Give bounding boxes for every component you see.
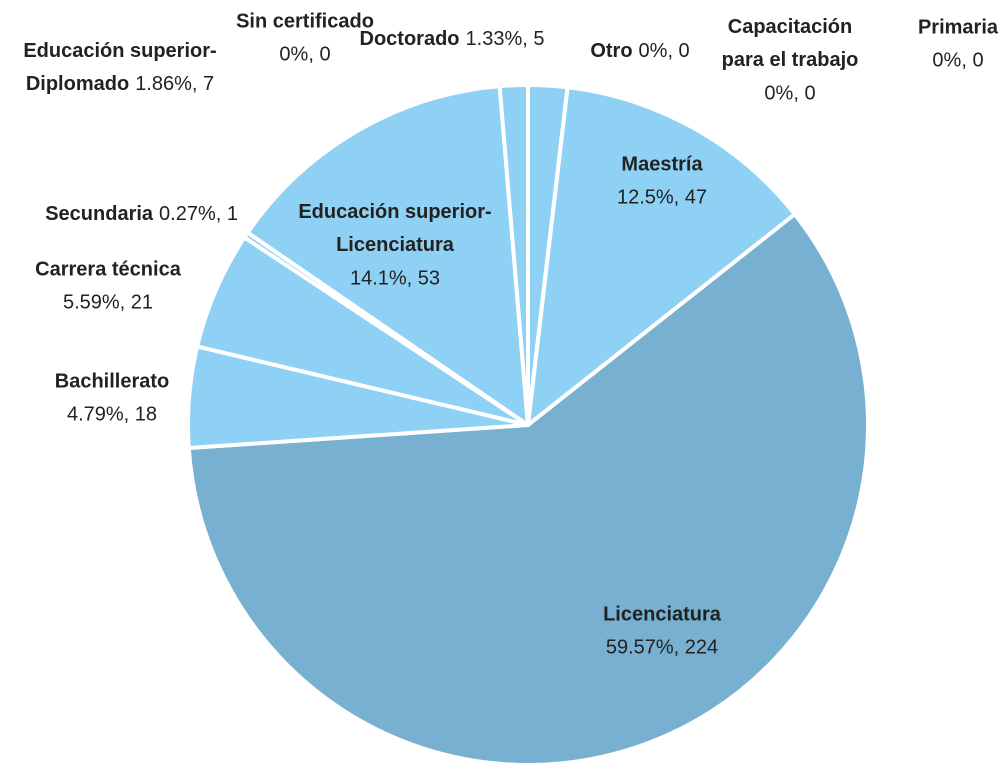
data-label: Doctorado 1.33%, 5 — [360, 28, 545, 50]
category-name: Secundaria — [45, 203, 154, 225]
data-label: Educación superior- Diplomado 1.86%, 7 — [23, 40, 216, 95]
data-label: Educación superior- Licenciatura 14.1%, 53 — [298, 201, 491, 289]
category-name: Capacitación para el trabajo — [722, 16, 859, 71]
value-label: 0%, 0 — [639, 40, 690, 62]
value-label: 12.5%, 47 — [617, 186, 707, 208]
value-label: 0%, 0 — [764, 82, 815, 104]
value-label: 14.1%, 53 — [350, 267, 440, 289]
value-label: 0%, 0 — [279, 43, 330, 65]
category-name: Carrera técnica — [35, 258, 182, 280]
category-name: Licenciatura — [603, 603, 722, 625]
category-name: Sin certificado — [236, 10, 374, 32]
category-name: Educación superior- Diplomado 1.86%, 7 — [23, 40, 216, 95]
value-label: 1.33%, 5 — [466, 28, 545, 50]
data-label: Maestría 12.5%, 47 — [617, 153, 707, 208]
value-label: 5.59%, 21 — [63, 291, 153, 313]
value-label: 0.27%, 1 — [159, 203, 238, 225]
pie-slice — [245, 84, 530, 427]
category-name: Otro — [590, 40, 632, 62]
name-line: Educación superior- — [298, 201, 491, 223]
name-line: Capacitación — [728, 16, 852, 38]
data-label: Bachillerato 4.79%, 18 — [55, 370, 169, 425]
data-label: Otro 0%, 0 — [590, 40, 689, 62]
name-line: Educación superior- — [23, 40, 216, 62]
name-line: Diplomado — [26, 73, 129, 95]
category-name: Educación superior- Licenciatura — [298, 201, 491, 256]
value-label: 4.79%, 18 — [67, 403, 157, 425]
data-label: Primaria 0%, 0 — [918, 16, 999, 71]
data-label: Licenciatura 59.57%, 224 — [603, 603, 722, 658]
pie-slice — [526, 85, 797, 427]
pie-slice — [186, 212, 870, 767]
name-line: Licenciatura — [336, 234, 455, 256]
data-label: Capacitación para el trabajo 0%, 0 — [722, 16, 859, 104]
category-name: Bachillerato — [55, 370, 169, 392]
category-name: Primaria — [918, 16, 999, 38]
category-name: Maestría — [621, 153, 703, 175]
data-label: Sin certificado 0%, 0 — [236, 10, 374, 65]
category-name: Doctorado — [360, 28, 460, 50]
value-label: 0%, 0 — [932, 49, 983, 71]
data-label-text: Otro 0%, 0 — [590, 40, 689, 62]
data-label: Secundaria 0.27%, 1 — [45, 203, 238, 225]
data-label-text: Doctorado 1.33%, 5 — [360, 28, 545, 50]
data-label-text: Secundaria 0.27%, 1 — [45, 203, 238, 225]
value-label: 1.86%, 7 — [135, 73, 214, 95]
name-line: para el trabajo — [722, 49, 859, 71]
value-label: 59.57%, 224 — [606, 636, 718, 658]
data-label: Carrera técnica 5.59%, 21 — [35, 258, 182, 313]
